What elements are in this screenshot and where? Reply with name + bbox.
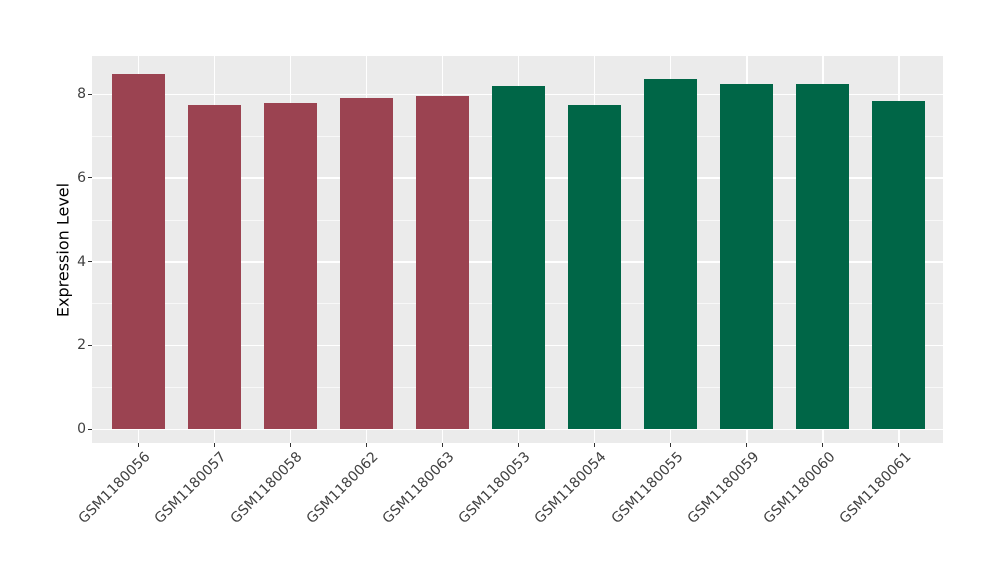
bar-GSM1180056 <box>111 73 165 429</box>
y-gridline-major <box>92 428 943 430</box>
x-tick-mark <box>670 443 672 447</box>
x-tick-mark <box>746 443 748 447</box>
bar-GSM1180059 <box>720 84 774 429</box>
x-tick-mark <box>442 443 444 447</box>
bar-GSM1180061 <box>872 100 926 429</box>
x-tick-mark <box>822 443 824 447</box>
bar-GSM1180062 <box>339 98 393 429</box>
x-tick-mark <box>289 443 291 447</box>
y-axis-title: Expression Level <box>53 182 73 317</box>
y-tick-mark <box>88 177 92 179</box>
y-tick-label: 2 <box>77 337 86 354</box>
x-tick-mark <box>898 443 900 447</box>
plot-panel <box>92 56 943 443</box>
bar-GSM1180053 <box>492 85 546 429</box>
bar-GSM1180063 <box>416 96 470 429</box>
x-tick-mark <box>594 443 596 447</box>
y-tick-label: 4 <box>77 253 86 270</box>
bar-GSM1180057 <box>187 105 241 429</box>
x-tick-mark <box>518 443 520 447</box>
bar-GSM1180058 <box>263 102 317 429</box>
y-tick-label: 0 <box>77 421 86 437</box>
bar-GSM1180060 <box>796 84 850 429</box>
y-tick-mark <box>88 428 92 430</box>
x-tick-mark <box>365 443 367 447</box>
bar-GSM1180055 <box>644 79 698 429</box>
y-tick-mark <box>88 93 92 95</box>
x-tick-mark <box>213 443 215 447</box>
y-tick-label: 8 <box>77 86 86 103</box>
y-tick-mark <box>88 344 92 346</box>
x-tick-mark <box>137 443 139 447</box>
bar-GSM1180054 <box>568 105 622 429</box>
y-tick-label: 6 <box>77 169 86 186</box>
y-tick-mark <box>88 261 92 263</box>
